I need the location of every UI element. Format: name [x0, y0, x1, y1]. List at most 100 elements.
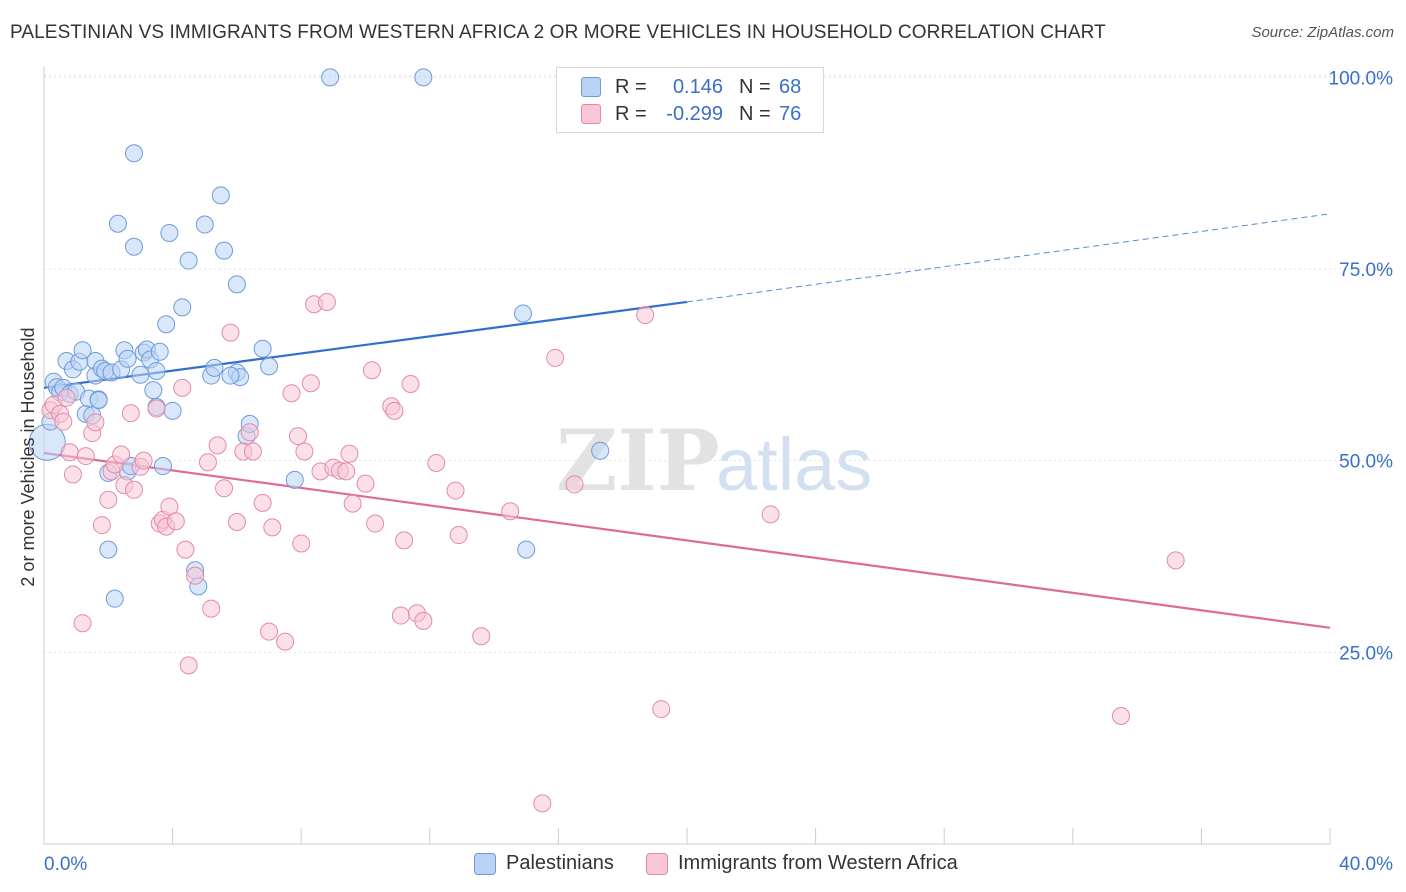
point-western-africa	[86, 413, 105, 432]
point-western-africa	[215, 479, 234, 498]
trend-line-western-africa	[43, 451, 1331, 629]
point-palestinians	[153, 457, 172, 476]
point-western-africa	[1112, 706, 1131, 725]
point-western-africa	[340, 444, 359, 463]
point-western-africa	[179, 656, 198, 675]
point-western-africa	[121, 404, 140, 423]
point-western-africa	[501, 502, 520, 521]
point-palestinians	[173, 298, 192, 317]
legend-row-western-africa: R = -0.299 N = 76	[581, 103, 801, 125]
point-western-africa	[260, 622, 279, 641]
legend-swatch-pink	[581, 104, 601, 124]
legend-swatch-blue	[581, 77, 601, 97]
point-western-africa	[652, 700, 671, 719]
x-tick-label: 0.0%	[44, 854, 87, 875]
point-western-africa	[112, 445, 131, 464]
legend-n-label: N =	[739, 102, 771, 125]
point-western-africa	[60, 443, 79, 462]
point-palestinians	[195, 215, 214, 234]
watermark-atlas: atlas	[716, 423, 872, 506]
point-western-africa	[92, 516, 111, 535]
point-western-africa	[202, 599, 221, 618]
point-palestinians	[163, 401, 182, 420]
point-palestinians	[125, 144, 144, 163]
point-western-africa	[198, 453, 217, 472]
series-label: Immigrants from Western Africa	[678, 852, 958, 874]
point-palestinians	[215, 241, 234, 260]
y-tick-label: 50.0%	[1339, 452, 1393, 473]
point-western-africa	[57, 388, 76, 407]
point-western-africa	[366, 514, 385, 533]
point-palestinians	[99, 540, 118, 559]
point-western-africa	[263, 518, 282, 537]
point-western-africa	[362, 361, 381, 380]
point-palestinians	[125, 237, 144, 256]
point-western-africa	[385, 401, 404, 420]
y-axis-label: 2 or more Vehicles in Household	[18, 327, 38, 586]
point-palestinians	[118, 349, 137, 368]
point-palestinians	[517, 540, 536, 559]
point-palestinians	[160, 223, 179, 242]
series-label: Palestinians	[506, 852, 614, 874]
point-western-africa	[73, 614, 92, 633]
point-palestinians	[157, 315, 176, 334]
legend-r-label: R =	[615, 102, 647, 125]
y-tick-label: 100.0%	[1329, 68, 1394, 89]
chart-title: PALESTINIAN VS IMMIGRANTS FROM WESTERN A…	[10, 22, 1106, 43]
point-western-africa	[186, 566, 205, 585]
legend-n-value: 76	[779, 102, 802, 125]
point-palestinians	[205, 358, 224, 377]
point-palestinians	[414, 68, 433, 87]
point-western-africa	[63, 465, 82, 484]
point-palestinians	[260, 357, 279, 376]
point-western-africa	[761, 505, 780, 524]
point-palestinians	[150, 342, 169, 361]
point-western-africa	[1166, 551, 1185, 570]
watermark-zip: ZIP	[556, 411, 720, 510]
legend-r-value: -0.299	[666, 102, 723, 125]
point-western-africa	[636, 306, 655, 324]
chart-source: Source: ZipAtlas.com	[1251, 24, 1394, 41]
point-western-africa	[427, 453, 446, 472]
point-western-africa	[414, 611, 433, 630]
series-swatch-pink	[646, 852, 668, 875]
point-western-africa	[282, 384, 301, 403]
series-legend-palestinians: Palestinians	[474, 852, 614, 875]
point-western-africa	[343, 494, 362, 513]
point-western-africa	[301, 374, 320, 393]
series-legend-western-africa: Immigrants from Western Africa	[646, 852, 958, 875]
point-palestinians	[179, 251, 198, 270]
point-western-africa	[276, 632, 295, 651]
point-palestinians	[147, 361, 166, 380]
point-palestinians	[321, 68, 340, 87]
point-palestinians	[514, 304, 533, 323]
x-tick-label: 40.0%	[1339, 854, 1393, 875]
legend-n-label: N =	[739, 75, 771, 98]
y-tick-label: 75.0%	[1339, 260, 1393, 281]
point-western-africa	[208, 436, 227, 455]
point-western-africa	[472, 627, 491, 646]
legend-row-palestinians: R = 0.146 N = 68	[581, 76, 801, 98]
point-palestinians	[253, 339, 272, 358]
point-western-africa	[125, 480, 144, 499]
point-palestinians	[221, 366, 240, 385]
point-western-africa	[76, 447, 95, 466]
point-western-africa	[243, 442, 262, 461]
point-western-africa	[295, 442, 314, 461]
point-western-africa	[176, 540, 195, 559]
point-palestinians	[108, 214, 127, 233]
point-western-africa	[401, 375, 420, 393]
point-western-africa	[54, 412, 73, 431]
point-palestinians	[591, 441, 610, 460]
point-palestinians	[211, 186, 230, 205]
point-western-africa	[253, 493, 272, 512]
tick-labels: 25.0% 50.0% 75.0% 100.0% 0.0% 40.0%	[44, 68, 1393, 875]
point-western-africa	[147, 399, 166, 418]
point-western-africa	[356, 474, 375, 493]
point-western-africa	[533, 794, 552, 813]
point-western-africa	[99, 490, 118, 509]
watermark: ZIP atlas	[556, 411, 872, 510]
trend-line-extension	[686, 213, 1331, 303]
point-palestinians	[131, 365, 150, 384]
point-palestinians	[144, 381, 163, 400]
